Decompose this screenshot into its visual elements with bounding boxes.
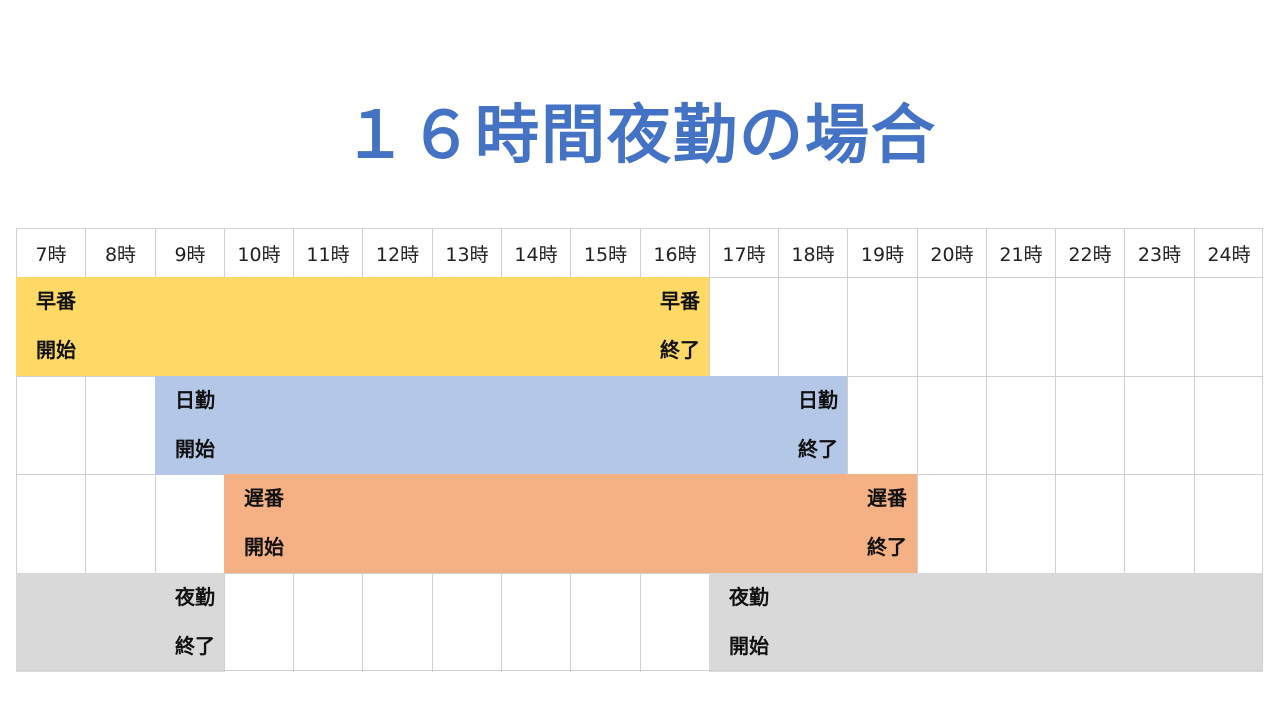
grid-cell — [709, 277, 778, 376]
grid-cell — [1194, 277, 1263, 376]
grid-cell — [847, 277, 917, 376]
grid-cell — [1194, 474, 1263, 573]
shift-end-label: 終了 — [660, 338, 700, 362]
grid-cell — [570, 573, 640, 672]
grid-cell — [155, 474, 224, 573]
grid-cell — [293, 573, 362, 672]
hour-header: 12時 — [362, 228, 432, 277]
grid-cell — [1055, 376, 1124, 475]
hour-header: 13時 — [432, 228, 501, 277]
shift-start-label: 日勤 — [175, 388, 215, 412]
grid-cell — [986, 277, 1055, 376]
shift-end-label: 遅番 — [867, 486, 907, 510]
shift-timeline: 7時 8時 9時 10時 11時 12時 13時 14時 15時 16時 17時 18時 19時 20時 2… — [16, 228, 1263, 672]
hour-header: 22時 — [1055, 228, 1124, 277]
shift-start-label: 夜勤 — [729, 585, 769, 609]
grid-cell — [85, 474, 155, 573]
shift-start-label: 早番 — [36, 289, 76, 313]
grid-cell — [1124, 474, 1194, 573]
shift-bar-1 — [155, 376, 847, 475]
shift-end-label: 終了 — [798, 437, 838, 461]
hour-header: 11時 — [293, 228, 362, 277]
hour-header: 20時 — [917, 228, 986, 277]
hour-header: 23時 — [1124, 228, 1194, 277]
grid-cell — [1055, 277, 1124, 376]
grid-cell — [501, 573, 570, 672]
shift-bar-3-1 — [709, 573, 1263, 672]
hour-header: 14時 — [501, 228, 570, 277]
hour-header: 19時 — [847, 228, 917, 277]
shift-bar-2 — [224, 474, 917, 573]
hour-header: 24時 — [1194, 228, 1263, 277]
shift-end-label: 日勤 — [798, 388, 838, 412]
shift-start-label: 開始 — [244, 535, 284, 559]
hour-header: 7時 — [16, 228, 85, 277]
hour-header: 15時 — [570, 228, 640, 277]
grid-cell — [917, 474, 986, 573]
hour-header: 21時 — [986, 228, 1055, 277]
shift-start-label: 開始 — [175, 437, 215, 461]
hour-header: 18時 — [778, 228, 847, 277]
grid-cell — [1124, 376, 1194, 475]
hour-header: 8時 — [85, 228, 155, 277]
page-title: １６時間夜勤の場合 — [343, 99, 937, 173]
shift-end-label: 夜勤 — [175, 585, 215, 609]
shift-bar-0 — [16, 277, 709, 376]
grid-cell — [85, 376, 155, 475]
grid-cell — [16, 474, 85, 573]
grid-cell — [1055, 474, 1124, 573]
hour-header: 10時 — [224, 228, 293, 277]
grid-cell — [917, 376, 986, 475]
grid-cell — [1194, 376, 1263, 475]
shift-end-label: 早番 — [660, 289, 700, 313]
grid-cell — [917, 277, 986, 376]
grid-cell — [986, 474, 1055, 573]
grid-cell — [16, 376, 85, 475]
grid-cell — [778, 277, 847, 376]
shift-bar-3-0 — [16, 573, 224, 672]
hour-header: 16時 — [640, 228, 709, 277]
shift-end-label: 終了 — [175, 634, 215, 658]
shift-start-label: 遅番 — [244, 486, 284, 510]
shift-end-label: 終了 — [867, 535, 907, 559]
grid-cell — [1124, 277, 1194, 376]
shift-start-label: 開始 — [729, 634, 769, 658]
grid-cell — [432, 573, 501, 672]
grid-cell — [362, 573, 432, 672]
grid-cell — [640, 573, 709, 672]
hour-header: 9時 — [155, 228, 224, 277]
hour-header: 17時 — [709, 228, 778, 277]
shift-start-label: 開始 — [36, 338, 76, 362]
grid-cell — [847, 376, 917, 475]
grid-cell — [224, 573, 293, 672]
grid-cell — [986, 376, 1055, 475]
